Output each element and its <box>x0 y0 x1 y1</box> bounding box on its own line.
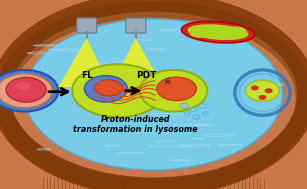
Ellipse shape <box>226 26 247 38</box>
Ellipse shape <box>95 80 123 96</box>
Circle shape <box>265 88 273 93</box>
Circle shape <box>199 104 206 108</box>
Polygon shape <box>111 38 163 87</box>
Circle shape <box>190 108 196 112</box>
Ellipse shape <box>72 64 164 117</box>
Ellipse shape <box>15 82 31 90</box>
Ellipse shape <box>207 26 229 38</box>
Ellipse shape <box>189 26 210 38</box>
Ellipse shape <box>0 2 307 187</box>
Text: PDT: PDT <box>136 71 156 80</box>
Ellipse shape <box>0 74 52 108</box>
Ellipse shape <box>246 80 279 101</box>
Circle shape <box>258 95 266 100</box>
Circle shape <box>185 112 190 115</box>
Text: ☠: ☠ <box>164 77 171 86</box>
Circle shape <box>251 85 259 90</box>
Text: FL: FL <box>82 71 93 80</box>
Ellipse shape <box>140 70 207 112</box>
Ellipse shape <box>188 24 248 40</box>
Polygon shape <box>58 38 111 87</box>
Ellipse shape <box>0 70 58 112</box>
Circle shape <box>193 115 200 119</box>
FancyBboxPatch shape <box>77 18 97 33</box>
Ellipse shape <box>6 77 46 102</box>
Ellipse shape <box>181 21 255 43</box>
Circle shape <box>203 112 208 115</box>
Circle shape <box>180 103 188 108</box>
Ellipse shape <box>157 77 196 101</box>
Ellipse shape <box>84 76 127 102</box>
FancyBboxPatch shape <box>126 18 146 33</box>
Text: Proton-induced
transformation in lysosome: Proton-induced transformation in lysosom… <box>73 115 197 134</box>
Ellipse shape <box>25 19 282 170</box>
